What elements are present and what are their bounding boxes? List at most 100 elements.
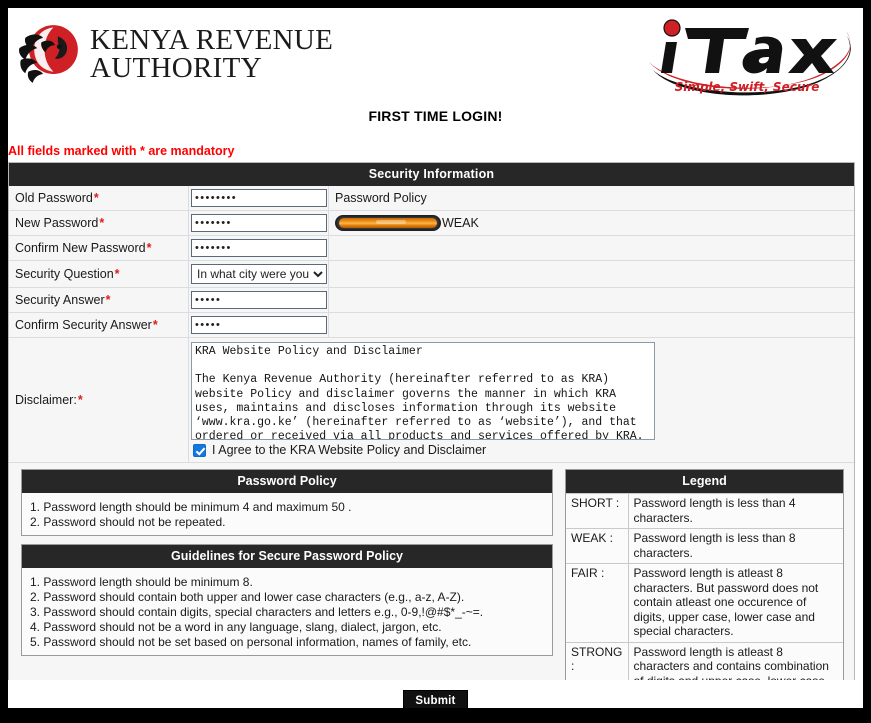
new-password-field-cell: ••••••• <box>189 211 329 235</box>
confirm-new-password-field-cell: ••••••• <box>189 236 329 260</box>
legend-row: SHORT : Password length is less than 4 c… <box>566 493 843 529</box>
kra-wordmark-line2: AUTHORITY <box>90 52 262 84</box>
password-policy-item: 2. Password should not be repeated. <box>30 515 226 529</box>
security-answer-label-text: Security Answer <box>15 293 105 307</box>
guidelines-panel: Guidelines for Secure Password Policy 1.… <box>21 544 553 656</box>
form-row-confirm-new-password: Confirm New Password * ••••••• <box>9 236 854 261</box>
legend-description: Password length is less than 4 character… <box>628 493 843 529</box>
legend-panel: Legend SHORT : Password length is less t… <box>565 469 844 707</box>
legend-key: FAIR : <box>566 563 629 642</box>
required-star: * <box>152 318 158 332</box>
form-row-security-answer: Security Answer * ••••• <box>9 288 854 313</box>
password-policy-panel-header: Password Policy <box>22 470 552 493</box>
required-star: * <box>77 393 83 407</box>
password-policy-panel: Password Policy 1. Password length shoul… <box>21 469 553 536</box>
old-password-input[interactable]: •••••••• <box>191 189 327 207</box>
agree-checkbox[interactable] <box>193 443 206 457</box>
confirm-new-password-input[interactable]: ••••••• <box>191 239 327 257</box>
security-question-label: Security Question * <box>9 261 189 287</box>
kra-logo: KENYA REVENUE AUTHORITY <box>12 14 333 94</box>
form-row-security-question: Security Question * In what city were you <box>9 261 854 288</box>
legend-key: SHORT : <box>566 493 629 529</box>
confirm-new-password-value: ••••••• <box>195 242 232 254</box>
submit-area: Submit <box>8 680 863 708</box>
confirm-security-answer-value: ••••• <box>195 319 222 331</box>
password-policy-caption: Password Policy <box>335 191 427 205</box>
guidelines-item: 2. Password should contain both upper an… <box>30 590 465 604</box>
empty-cell <box>329 288 854 312</box>
legend-row: FAIR : Password length is atleast 8 char… <box>566 563 843 642</box>
page-frame: KENYA REVENUE AUTHORITY <box>8 8 863 708</box>
form-row-old-password: Old Password * •••••••• Password Policy <box>9 186 854 211</box>
form-row-disclaimer: Disclaimer: * KRA Website Policy and Disc… <box>9 338 854 463</box>
page-header: KENYA REVENUE AUTHORITY <box>8 8 863 124</box>
agree-checkbox-row[interactable]: I Agree to the KRA Website Policy and Di… <box>191 440 854 460</box>
itax-tagline-text: Simple, Swift, Secure <box>675 80 820 94</box>
mandatory-fields-note: All fields marked with * are mandatory <box>8 144 235 158</box>
security-answer-input[interactable]: ••••• <box>191 291 327 309</box>
policy-panels: Password Policy 1. Password length shoul… <box>9 463 854 708</box>
legend-key: WEAK : <box>566 528 629 564</box>
legend-table: SHORT : Password length is less than 4 c… <box>566 493 843 706</box>
legend-description: Password length is less than 8 character… <box>628 528 843 564</box>
guidelines-panel-header: Guidelines for Secure Password Policy <box>22 545 552 568</box>
old-password-label-text: Old Password <box>15 191 93 205</box>
guidelines-item: 5. Password should not be set based on p… <box>30 635 472 649</box>
empty-cell <box>329 261 854 287</box>
password-policy-item: 1. Password length should be minimum 4 a… <box>30 500 352 514</box>
password-policy-panel-body: 1. Password length should be minimum 4 a… <box>22 493 552 535</box>
old-password-value: •••••••• <box>195 192 238 204</box>
new-password-value: ••••••• <box>195 217 232 229</box>
kra-lion-icon <box>19 25 78 83</box>
password-strength-cell: WEAK <box>329 211 854 235</box>
security-information-header: Security Information <box>9 163 854 186</box>
disclaimer-label-text: Disclaimer: <box>15 393 77 407</box>
required-star: * <box>105 293 111 307</box>
security-question-select[interactable]: In what city were you <box>191 264 327 284</box>
password-strength-meter-fill <box>339 218 437 228</box>
legend-description: Password length is atleast 8 characters.… <box>628 563 843 642</box>
confirm-security-answer-label: Confirm Security Answer * <box>9 313 189 337</box>
security-question-label-text: Security Question <box>15 267 114 281</box>
form-row-policy-panels: Password Policy 1. Password length shoul… <box>9 463 854 708</box>
itax-logo-icon: Simple, Swift, Secure <box>649 19 851 96</box>
required-star: * <box>114 267 120 281</box>
legend-row: WEAK : Password length is less than 8 ch… <box>566 528 843 564</box>
security-question-field-cell: In what city were you <box>189 261 329 287</box>
kra-wordmark: KENYA REVENUE AUTHORITY <box>90 23 334 84</box>
confirm-security-answer-label-text: Confirm Security Answer <box>15 318 152 332</box>
confirm-security-answer-field-cell: ••••• <box>189 313 329 337</box>
new-password-input[interactable]: ••••••• <box>191 214 327 232</box>
policy-panels-left-column: Password Policy 1. Password length shoul… <box>21 469 553 664</box>
security-answer-field-cell: ••••• <box>189 288 329 312</box>
required-star: * <box>99 216 105 230</box>
password-strength-meter <box>335 215 441 231</box>
password-strength-label: WEAK <box>442 216 479 230</box>
required-star: * <box>146 241 152 255</box>
form-row-confirm-security-answer: Confirm Security Answer * ••••• <box>9 313 854 338</box>
old-password-field-cell: •••••••• <box>189 186 329 210</box>
confirm-new-password-label: Confirm New Password * <box>9 236 189 260</box>
form-row-new-password: New Password * ••••••• WEAK <box>9 211 854 236</box>
page-title: FIRST TIME LOGIN! <box>368 108 503 124</box>
security-answer-value: ••••• <box>195 294 222 306</box>
policy-panels-right-column: Legend SHORT : Password length is less t… <box>565 469 844 708</box>
legend-panel-header: Legend <box>566 470 843 493</box>
new-password-label-text: New Password <box>15 216 99 230</box>
guidelines-item: 4. Password should not be a word in any … <box>30 620 442 634</box>
guidelines-panel-body: 1. Password length should be minimum 8. … <box>22 568 552 655</box>
kra-wordmark-line1: KENYA REVENUE <box>90 23 334 56</box>
old-password-label: Old Password * <box>9 186 189 210</box>
submit-button[interactable]: Submit <box>403 690 468 708</box>
empty-cell <box>329 236 854 260</box>
agree-checkbox-label: I Agree to the KRA Website Policy and Di… <box>212 443 487 457</box>
confirm-new-password-label-text: Confirm New Password <box>15 241 146 255</box>
disclaimer-area: KRA Website Policy and Disclaimer The Ke… <box>189 338 854 462</box>
password-strength-indicator: WEAK <box>335 215 479 231</box>
itax-logo: Simple, Swift, Secure <box>619 8 861 100</box>
guidelines-item: 3. Password should contain digits, speci… <box>30 605 484 619</box>
disclaimer-textarea[interactable]: KRA Website Policy and Disclaimer The Ke… <box>191 342 655 440</box>
new-password-label: New Password * <box>9 211 189 235</box>
password-policy-caption-cell: Password Policy <box>329 186 854 210</box>
confirm-security-answer-input[interactable]: ••••• <box>191 316 327 334</box>
